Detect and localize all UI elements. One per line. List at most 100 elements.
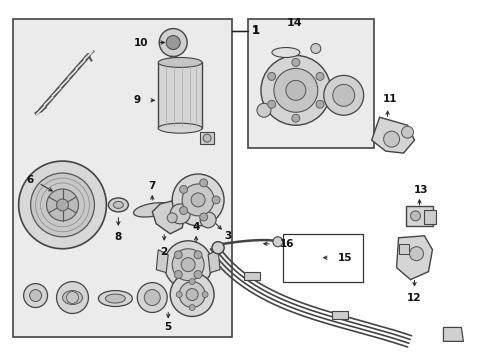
- Text: 7: 7: [148, 181, 156, 191]
- Circle shape: [267, 72, 275, 80]
- Circle shape: [285, 80, 305, 100]
- Circle shape: [203, 134, 211, 142]
- Bar: [170, 57, 176, 64]
- Polygon shape: [244, 272, 260, 280]
- Text: 6: 6: [26, 175, 34, 185]
- Circle shape: [66, 292, 78, 303]
- Circle shape: [57, 199, 68, 211]
- Circle shape: [172, 174, 224, 226]
- Ellipse shape: [158, 123, 202, 133]
- Polygon shape: [152, 200, 186, 234]
- Text: 4: 4: [192, 222, 200, 232]
- Circle shape: [179, 282, 204, 307]
- Circle shape: [323, 75, 363, 115]
- Text: 3: 3: [224, 231, 231, 241]
- Bar: [283, 234, 362, 282]
- Circle shape: [267, 100, 275, 108]
- Text: 16: 16: [279, 239, 294, 249]
- Circle shape: [176, 292, 182, 298]
- Circle shape: [194, 271, 202, 279]
- Ellipse shape: [158, 58, 202, 67]
- Circle shape: [164, 241, 212, 289]
- Text: 1: 1: [251, 24, 260, 37]
- Circle shape: [315, 100, 324, 108]
- Circle shape: [186, 289, 198, 301]
- Text: 2: 2: [160, 247, 167, 257]
- Circle shape: [273, 68, 317, 112]
- Text: 10: 10: [134, 37, 148, 48]
- Circle shape: [174, 271, 182, 279]
- Polygon shape: [443, 328, 463, 341]
- Circle shape: [167, 213, 177, 223]
- Text: 13: 13: [413, 185, 428, 195]
- Circle shape: [291, 114, 299, 122]
- Circle shape: [256, 103, 270, 117]
- Circle shape: [291, 58, 299, 67]
- Circle shape: [212, 242, 224, 254]
- Circle shape: [272, 237, 283, 247]
- Circle shape: [383, 131, 399, 147]
- Ellipse shape: [62, 291, 82, 305]
- Circle shape: [401, 126, 413, 138]
- Ellipse shape: [271, 48, 299, 58]
- Polygon shape: [200, 132, 214, 144]
- Text: 1: 1: [251, 26, 259, 36]
- Circle shape: [137, 283, 167, 312]
- Circle shape: [332, 84, 354, 106]
- Circle shape: [315, 72, 324, 80]
- Ellipse shape: [113, 201, 123, 208]
- Polygon shape: [371, 117, 414, 153]
- Bar: [13, 19, 232, 337]
- Circle shape: [170, 204, 190, 224]
- Circle shape: [191, 193, 204, 207]
- Polygon shape: [331, 311, 347, 319]
- Circle shape: [179, 185, 187, 193]
- Circle shape: [212, 196, 220, 204]
- Bar: [158, 62, 202, 128]
- Text: 9: 9: [133, 95, 140, 105]
- Circle shape: [179, 207, 187, 215]
- Circle shape: [144, 289, 160, 306]
- Ellipse shape: [133, 203, 171, 217]
- Circle shape: [30, 289, 41, 302]
- Circle shape: [261, 55, 330, 125]
- Circle shape: [46, 189, 78, 221]
- Ellipse shape: [105, 294, 125, 303]
- Circle shape: [31, 173, 94, 237]
- Bar: [398, 244, 407, 254]
- Circle shape: [57, 282, 88, 314]
- Bar: [405, 206, 432, 226]
- Circle shape: [202, 292, 208, 298]
- Circle shape: [410, 211, 420, 221]
- Circle shape: [174, 251, 182, 259]
- Text: 5: 5: [164, 323, 171, 332]
- Circle shape: [182, 184, 214, 216]
- Text: 12: 12: [407, 293, 421, 302]
- Circle shape: [194, 251, 202, 259]
- Text: 14: 14: [286, 18, 302, 28]
- Circle shape: [19, 161, 106, 249]
- Circle shape: [23, 284, 47, 307]
- Polygon shape: [156, 250, 168, 273]
- Ellipse shape: [98, 291, 132, 306]
- Circle shape: [159, 28, 187, 57]
- Ellipse shape: [108, 198, 128, 212]
- Text: 11: 11: [382, 94, 396, 104]
- Circle shape: [408, 247, 423, 261]
- Polygon shape: [396, 236, 431, 280]
- Bar: [247, 19, 373, 148]
- Text: 8: 8: [115, 232, 122, 242]
- Circle shape: [172, 249, 203, 280]
- Circle shape: [166, 36, 180, 50]
- Text: 15: 15: [337, 253, 351, 263]
- Bar: [424, 210, 436, 224]
- Circle shape: [199, 179, 207, 187]
- Circle shape: [200, 212, 216, 228]
- Circle shape: [212, 242, 224, 254]
- Polygon shape: [208, 250, 220, 273]
- Circle shape: [189, 305, 195, 310]
- Circle shape: [310, 44, 320, 54]
- Circle shape: [181, 258, 195, 272]
- Circle shape: [199, 213, 207, 221]
- Circle shape: [189, 279, 195, 285]
